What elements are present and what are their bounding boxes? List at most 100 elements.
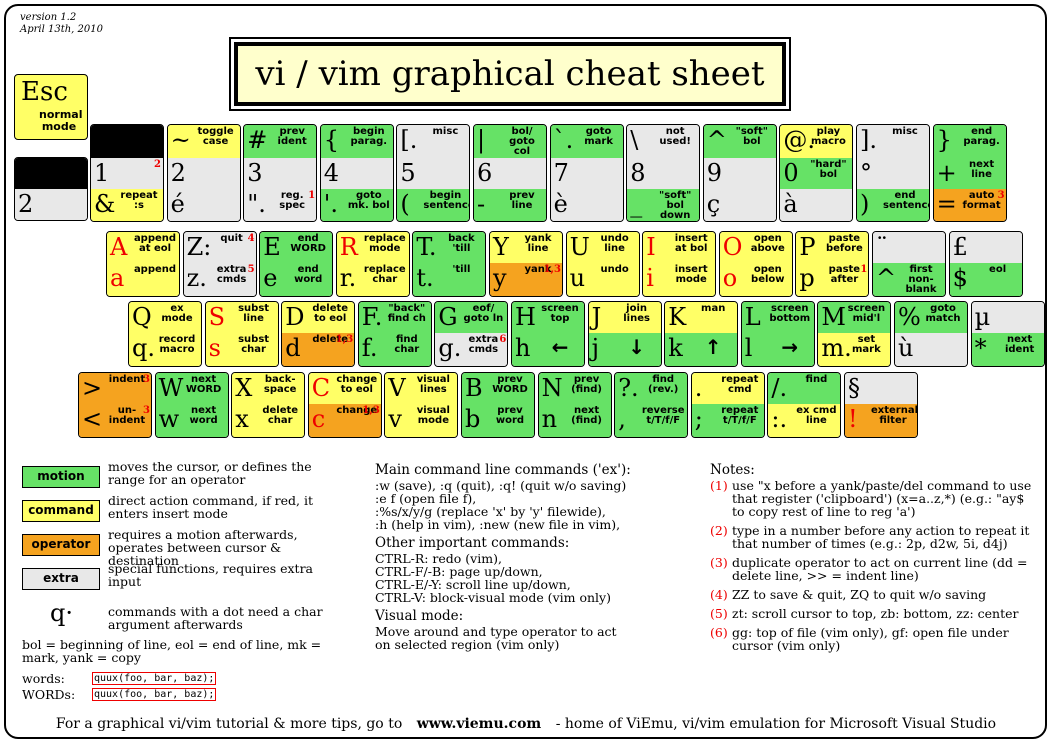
key-desc: back- space — [263, 374, 297, 395]
key-half: % goto match — [895, 302, 967, 333]
key-half: | bol/ goto col — [474, 125, 546, 158]
keyboard-key: [. misc 5 (begin sentence — [396, 124, 471, 222]
key-desc: undo — [600, 264, 629, 275]
key-half: k ↑ — [665, 333, 738, 366]
key-half: ù — [895, 333, 967, 366]
key-desc: eol — [989, 264, 1007, 275]
footer-link[interactable]: www.viemu.com — [416, 716, 542, 732]
key-half: - prev line — [474, 189, 546, 221]
legend-text: moves the cursor, or defines the range f… — [108, 459, 312, 487]
key-desc: "hard" bol — [810, 159, 847, 180]
keyboard-key: `. goto mark 7 è — [549, 124, 624, 222]
key-desc: reverse t/T/f/F — [641, 405, 685, 426]
legend-text: special functions, requires extra input — [108, 561, 314, 589]
key-char: * — [974, 334, 987, 362]
key-char: P — [799, 233, 816, 261]
page-title: vi / vim graphical cheat sheet — [229, 37, 791, 111]
key-char: ~ — [170, 126, 191, 154]
key-char: H — [515, 303, 536, 331]
key-desc: open above — [750, 233, 785, 254]
key-desc: back 'till — [448, 233, 475, 254]
key-desc: screen mid'l — [847, 303, 886, 324]
key-desc: find (rev.) — [648, 374, 679, 395]
key-desc: replace char — [363, 264, 406, 285]
key-desc: next WORD — [185, 374, 222, 395]
key-desc: repeat :s — [120, 190, 158, 211]
key-char: o — [722, 264, 738, 292]
key-desc: extra cmds — [468, 334, 499, 355]
key-char: p — [799, 264, 815, 292]
other-title: Other important commands: — [375, 535, 570, 551]
key-half: 6 — [474, 158, 546, 190]
key-desc: extra cmds — [216, 264, 247, 285]
key-desc: delete to eol — [312, 303, 349, 324]
footer-pre: For a graphical vi/vim tutorial & more t… — [55, 716, 403, 732]
key-desc: paste after — [828, 264, 861, 285]
keyboard-key: {begin parag. 4 '. goto mk. bol — [319, 124, 394, 222]
words-example: quux(foo, bar, baz); — [92, 672, 217, 685]
key-desc: insert at bol — [674, 233, 708, 254]
key-half: Z: quit 4 — [183, 232, 256, 263]
key-esc: Esc normal mode — [14, 74, 88, 140]
key-half: ¨ — [873, 232, 945, 263]
key-half: ) end sentence — [857, 189, 929, 221]
text-line: on selected region (vim only) — [375, 637, 560, 652]
key-char: ù — [898, 334, 914, 362]
footnote-ref: 3 — [997, 190, 1005, 201]
note-text: gg: top of file (vim only), gf: open fil… — [732, 625, 1009, 653]
key-desc: visual mode — [416, 405, 450, 426]
notes-title: Notes: — [710, 462, 755, 478]
legend-swatch: operator — [22, 534, 100, 556]
footnote-ref: 1,3 — [543, 264, 561, 275]
key-half: 4 — [320, 158, 393, 190]
note-item: (1) use "x before a yank/paste/del comman… — [710, 479, 1040, 518]
key-char: _ — [630, 190, 643, 218]
key-desc: external filter — [871, 405, 917, 426]
legend-swatch: command — [22, 500, 100, 522]
keyboard-key: /. find:. ex cmd line — [767, 372, 842, 438]
key-desc: prev ident — [277, 126, 307, 147]
note-text: type in a number before any action to re… — [732, 523, 1030, 551]
key-desc: delete char — [262, 405, 299, 426]
key-half: = auto format 3 — [933, 189, 1006, 221]
key-desc: ex cmd line — [796, 405, 837, 426]
ex-commands: Main command line commands ('ex'): :w (s… — [375, 458, 705, 651]
keyboard-key: ]. misc °) end sentence — [856, 124, 930, 222]
note-item: (5) zt: scroll cursor to top, zb: bottom,… — [710, 607, 1040, 620]
note-text: zt: scroll cursor to top, zb: bottom, zz… — [732, 606, 1019, 621]
key-half: } end parag. — [933, 125, 1006, 158]
other-lines: CTRL-R: redo (vim), CTRL-F/-B: page up/do… — [375, 552, 705, 604]
key-char: t. — [416, 264, 434, 292]
key-char: M — [821, 303, 846, 331]
key-desc: next line — [969, 159, 995, 180]
key-half: `. goto mark — [550, 125, 623, 158]
key-desc: screen bottom — [769, 303, 811, 324]
key-char: . — [694, 374, 703, 402]
key-char: e — [263, 264, 278, 292]
key-half: q. record macro — [129, 333, 201, 366]
note-item: (4) ZZ to save & quit, ZQ to quit w/o sav… — [710, 588, 1040, 601]
key-char: d — [285, 334, 301, 362]
version-text: version 1.2 — [20, 12, 77, 23]
key-desc: set mark — [852, 334, 881, 355]
key-desc: find char — [394, 334, 420, 355]
note-number: (1) — [710, 478, 728, 493]
key-char: '. — [323, 190, 339, 218]
legend-swatch: extra — [22, 568, 100, 590]
